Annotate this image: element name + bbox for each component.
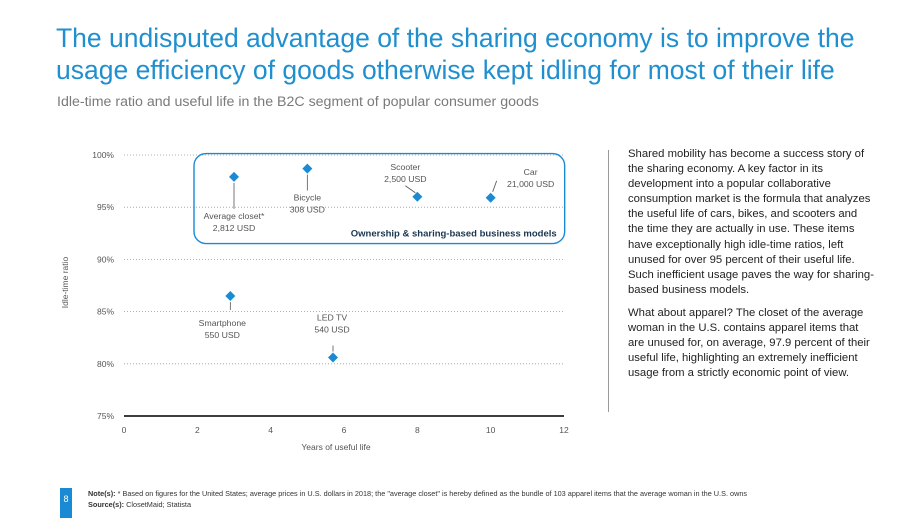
y-tick-label: 95% <box>97 202 114 212</box>
source-line: Source(s): ClosetMaid; Statista <box>88 499 747 510</box>
data-point <box>302 163 313 174</box>
x-tick-label: 2 <box>195 425 200 435</box>
page-title: The undisputed advantage of the sharing … <box>56 22 896 86</box>
y-tick-label: 80% <box>97 359 114 369</box>
divider-line <box>608 150 609 412</box>
x-tick-label: 8 <box>415 425 420 435</box>
point-label: Bicycle <box>294 193 322 203</box>
data-point <box>485 192 496 203</box>
page-number: 8 <box>63 494 69 504</box>
side-paragraph-1: Shared mobility has become a success sto… <box>628 148 874 296</box>
x-tick-label: 0 <box>122 425 127 435</box>
data-point <box>412 191 423 202</box>
page-number-badge <box>60 488 72 518</box>
group-label: Ownership & sharing-based business model… <box>351 229 557 240</box>
point-label: 2,500 USD <box>384 174 427 184</box>
y-tick-label: 90% <box>97 254 114 264</box>
data-point <box>225 290 236 301</box>
point-label: 308 USD <box>290 205 325 215</box>
data-point <box>328 352 338 363</box>
scatter-chart: 75% 80% 85% 90% 95% 100% 0 2 4 6 8 10 12 Years of use… <box>60 150 569 452</box>
y-tick-label: 100% <box>92 150 114 160</box>
source-text: ClosetMaid; Statista <box>124 500 192 509</box>
point-label: Smartphone <box>199 318 246 328</box>
side-paragraph-2: What about apparel? The closet of the av… <box>628 306 870 380</box>
title-line-2: usage efficiency of goods otherwise kept… <box>56 55 835 85</box>
y-tick-label: 85% <box>97 307 114 317</box>
x-axis-title: Years of useful life <box>301 442 370 452</box>
note-line: Note(s): * Based on figures for the Unit… <box>88 488 747 499</box>
x-tick-label: 4 <box>268 425 273 435</box>
title-line-1: The undisputed advantage of the sharing … <box>56 23 855 53</box>
leader-line <box>492 180 498 192</box>
x-tick-label: 12 <box>559 425 569 435</box>
side-commentary: Shared mobility has become a success sto… <box>628 147 874 389</box>
point-label: 540 USD <box>314 325 349 335</box>
point-label: LED TV <box>317 313 347 323</box>
footnotes: Note(s): * Based on figures for the Unit… <box>88 488 747 510</box>
y-axis-title: Idle-time ratio <box>60 256 70 308</box>
point-label: 2,812 USD <box>213 223 256 233</box>
y-tick-label: 75% <box>97 411 114 421</box>
x-tick-label: 6 <box>342 425 347 435</box>
point-label: 21,000 USD <box>507 179 554 189</box>
point-label: 550 USD <box>205 330 240 340</box>
point-label: Average closet* <box>204 211 265 221</box>
x-tick-label: 10 <box>486 425 496 435</box>
leader-line <box>405 185 416 194</box>
chart-subtitle: Idle-time ratio and useful life in the B… <box>57 94 539 110</box>
source-label: Source(s): <box>88 500 125 509</box>
point-label: Scooter <box>390 162 420 172</box>
note-text: * Based on figures for the United States… <box>115 489 748 498</box>
note-label: Note(s): <box>88 489 116 498</box>
group-highlight-box <box>193 152 566 245</box>
data-point <box>229 171 239 182</box>
point-label: Car <box>524 167 538 177</box>
